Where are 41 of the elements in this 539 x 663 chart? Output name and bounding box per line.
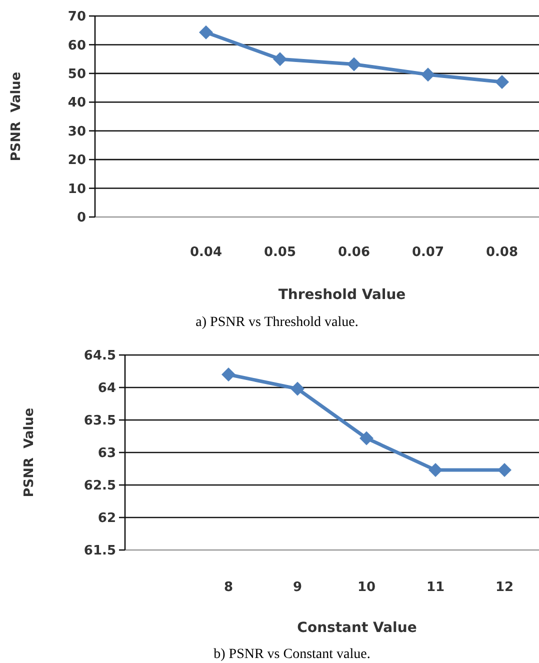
y-tick-label: 20: [68, 153, 86, 168]
point: [347, 57, 361, 72]
x-tick-label: 0.08: [486, 245, 518, 260]
point: [421, 68, 435, 82]
point: [290, 382, 304, 396]
y-tick-label: 64.5: [84, 348, 116, 364]
x-axis-title: Threshold Value: [278, 287, 406, 303]
x-tick-label: 0.05: [264, 245, 296, 260]
x-tick-label: 8: [224, 580, 234, 595]
x-tick-label: 0.07: [412, 245, 444, 260]
text: b) PSNR vs Constant value.: [214, 647, 370, 662]
x-tick-label: 0.06: [338, 245, 370, 260]
point: [428, 463, 442, 478]
point: [495, 75, 509, 90]
point: [360, 431, 374, 446]
y-tick-label: 70: [68, 10, 86, 25]
y-axis-title: PSNR Value: [9, 72, 24, 162]
x-axis-title: Constant Value: [297, 620, 417, 636]
y-tick-label: 62.5: [84, 478, 116, 494]
y-tick-label: 62: [98, 511, 116, 526]
x-tick-label: 0.04: [190, 245, 222, 260]
y-tick-label: 0: [76, 210, 86, 226]
x-tick-label: 11: [426, 580, 445, 595]
y-tick-label: 64: [98, 381, 116, 396]
y-tick-label: 63.5: [84, 414, 116, 429]
text: a) PSNR vs Threshold value.: [196, 315, 358, 330]
y-tick-label: 60: [68, 38, 86, 54]
point: [199, 25, 213, 40]
point: [273, 52, 287, 66]
y-axis-title: PSNR Value: [22, 408, 37, 498]
x-tick-label: 12: [495, 580, 514, 595]
y-tick-label: 50: [68, 66, 86, 82]
y-tick-label: 10: [68, 182, 86, 197]
x-tick-label: 9: [292, 580, 302, 595]
point: [498, 463, 512, 478]
y-tick-label: 30: [68, 124, 86, 140]
x-tick-label: 10: [357, 580, 376, 595]
y-tick-label: 61.5: [84, 544, 116, 559]
y-tick-label: 40: [68, 96, 86, 111]
y-tick-label: 63: [98, 446, 116, 462]
point: [222, 368, 236, 382]
